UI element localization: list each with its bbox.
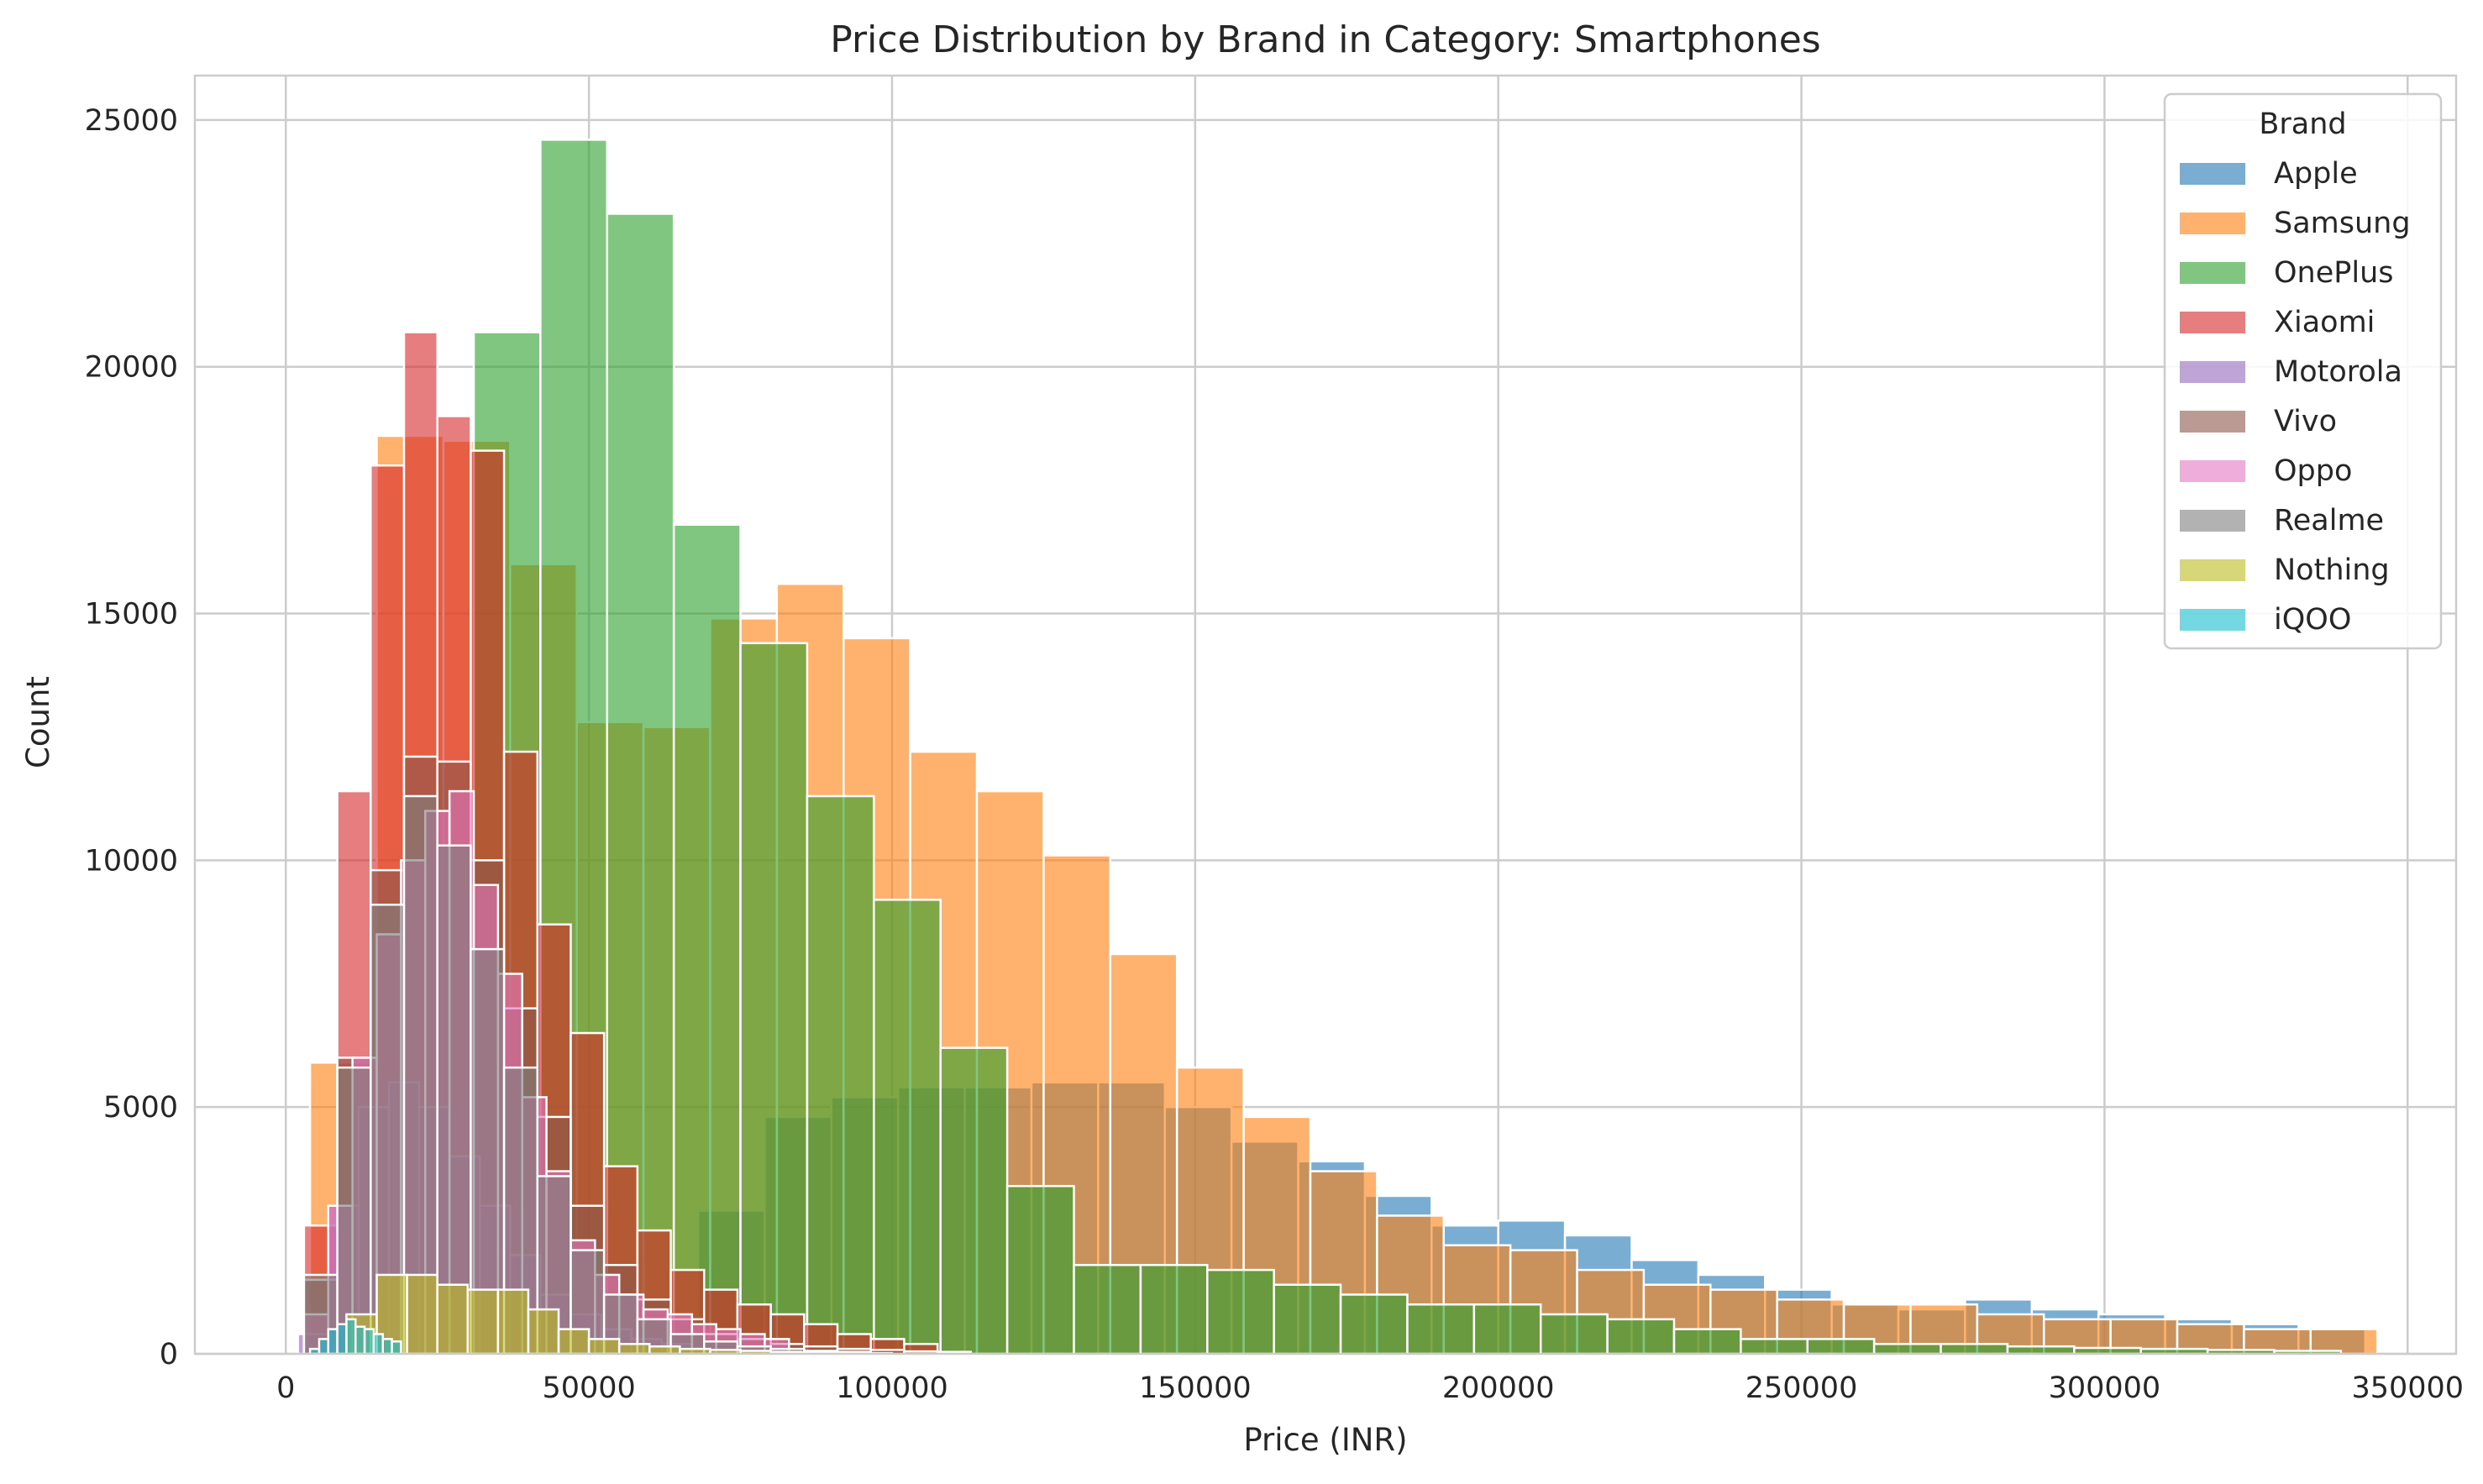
- bar-oneplus: [1273, 1283, 1342, 1356]
- legend-title: Brand: [2259, 107, 2346, 141]
- y-tick-label: 10000: [85, 844, 178, 878]
- bar-iqoo: [318, 1338, 330, 1356]
- bar-oneplus: [606, 212, 675, 1356]
- legend-swatch-oneplus: [2180, 262, 2245, 284]
- bar-oneplus: [739, 642, 809, 1356]
- legend-swatch-realme: [2180, 510, 2245, 532]
- bar-realme: [436, 844, 472, 1356]
- bar-oneplus: [1872, 1342, 1942, 1356]
- bar-oneplus: [1606, 1318, 1676, 1356]
- bar-oneplus: [2006, 1345, 2076, 1356]
- bar-iqoo: [345, 1318, 357, 1356]
- x-tick-label: 200000: [1442, 1371, 1555, 1405]
- bar-samsung: [2309, 1328, 2379, 1356]
- legend-label-realme: Realme: [2274, 504, 2384, 537]
- legend-swatch-iqoo: [2180, 609, 2245, 631]
- legend-label-xiaomi: Xiaomi: [2274, 306, 2375, 339]
- bar-realme: [470, 947, 506, 1356]
- x-tick-label: 350000: [2351, 1371, 2464, 1405]
- bar-iqoo: [336, 1323, 348, 1356]
- bar-iqoo: [363, 1328, 375, 1356]
- legend-swatch-vivo: [2180, 411, 2245, 433]
- bar-nothing: [496, 1288, 530, 1356]
- x-tick-label: 100000: [836, 1371, 948, 1405]
- bar-iqoo: [372, 1333, 384, 1356]
- bar-oneplus: [1406, 1303, 1476, 1356]
- y-tick-label: 15000: [85, 598, 178, 632]
- bar-nothing: [527, 1308, 560, 1356]
- bar-oneplus: [873, 899, 942, 1356]
- y-tick-label: 25000: [85, 104, 178, 138]
- bar-oneplus: [1672, 1328, 1742, 1356]
- legend-swatch-oppo: [2180, 460, 2245, 482]
- bar-oneplus: [672, 523, 742, 1356]
- bar-oneplus: [1740, 1338, 1809, 1356]
- x-tick-label: 300000: [2049, 1371, 2161, 1405]
- legend-label-oneplus: OnePlus: [2274, 256, 2394, 290]
- legend-label-apple: Apple: [2274, 157, 2358, 191]
- bar-nothing: [557, 1328, 591, 1356]
- bar-oneplus: [806, 794, 875, 1356]
- x-tick-label: 150000: [1139, 1371, 1252, 1405]
- legend-swatch-nothing: [2180, 559, 2245, 581]
- bar-oneplus: [1940, 1342, 2009, 1356]
- bar-oneplus: [939, 1046, 1009, 1356]
- legend-swatch-apple: [2180, 163, 2245, 185]
- bar-nothing: [406, 1273, 438, 1356]
- x-axis-label: Price (INR): [1243, 1422, 1407, 1458]
- bar-nothing: [466, 1288, 500, 1356]
- y-tick-label: 0: [160, 1338, 178, 1371]
- bar-oneplus: [1073, 1263, 1142, 1356]
- bar-iqoo: [354, 1325, 366, 1356]
- legend-label-oppo: Oppo: [2274, 454, 2352, 488]
- bar-nothing: [648, 1345, 681, 1356]
- bar-oneplus: [1206, 1268, 1275, 1356]
- y-tick-label: 5000: [103, 1091, 178, 1125]
- legend-swatch-xiaomi: [2180, 312, 2245, 333]
- legend-swatch-samsung: [2180, 212, 2245, 234]
- bar-realme: [336, 1066, 372, 1356]
- x-tick-label: 250000: [1745, 1371, 1858, 1405]
- bar-oneplus: [1005, 1184, 1075, 1356]
- y-tick-label: 20000: [85, 351, 178, 385]
- legend: Brand Apple Samsung OnePlus Xiaomi Motorola Vi…: [2163, 92, 2443, 650]
- legend-swatch-motorola: [2180, 361, 2245, 383]
- bar-iqoo: [391, 1340, 402, 1356]
- bar-iqoo: [327, 1328, 339, 1356]
- bar-oneplus: [1339, 1293, 1409, 1356]
- x-tick-label: 0: [276, 1371, 295, 1405]
- series-nothing: [345, 1273, 894, 1356]
- axes-frame: [193, 74, 2458, 1356]
- bar-oneplus: [1539, 1313, 1609, 1356]
- bar-nothing: [436, 1283, 470, 1356]
- bar-nothing: [617, 1342, 651, 1356]
- legend-label-samsung: Samsung: [2274, 207, 2411, 240]
- y-axis-label: Count: [20, 676, 56, 768]
- bar-nothing: [587, 1338, 621, 1356]
- bar-iqoo: [381, 1338, 393, 1356]
- legend-label-vivo: Vivo: [2274, 405, 2337, 438]
- bar-oneplus: [1139, 1263, 1209, 1356]
- bar-oneplus: [1472, 1303, 1542, 1356]
- chart-title: Price Distribution by Brand in Category:…: [830, 18, 1820, 61]
- legend-label-motorola: Motorola: [2274, 355, 2402, 389]
- bar-realme: [402, 794, 438, 1356]
- x-tick-label: 50000: [542, 1371, 635, 1405]
- legend-label-nothing: Nothing: [2274, 553, 2390, 587]
- bar-oneplus: [1806, 1338, 1876, 1356]
- legend-label-iqoo: iQOO: [2274, 603, 2351, 637]
